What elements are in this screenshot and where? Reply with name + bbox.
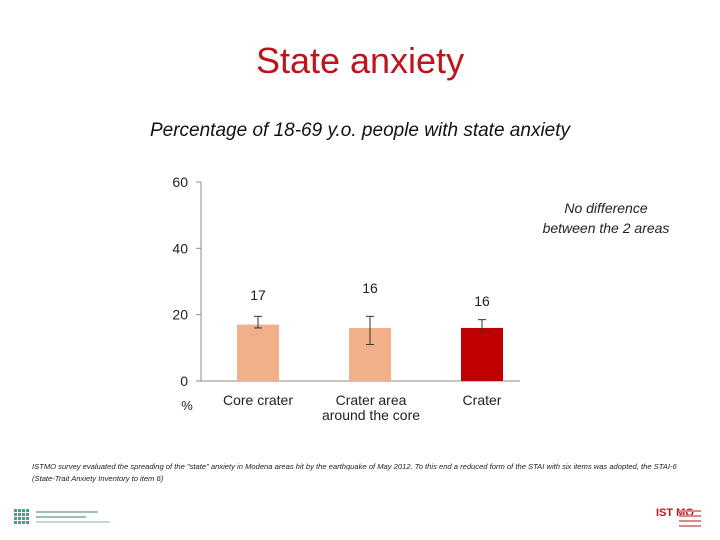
- y-tick-label: 60: [172, 174, 188, 190]
- data-label: 16: [362, 280, 378, 296]
- annotation: No difference between the 2 areas: [520, 198, 692, 239]
- chart-title: Percentage of 18-69 y.o. people with sta…: [149, 120, 571, 141]
- institution-logo-left: [14, 509, 110, 524]
- data-label: 16: [474, 293, 490, 309]
- footnote: ISTMO survey evaluated the spreading of …: [32, 462, 677, 484]
- slide-title: State anxiety: [255, 40, 465, 81]
- x-category-label: Crater: [463, 392, 502, 408]
- x-category-label: Crater area: [336, 392, 407, 408]
- x-category-label: around the core: [322, 407, 420, 423]
- istmo-logo: IST MO: [656, 508, 708, 534]
- y-tick-label: 0: [180, 373, 188, 389]
- annotation-line-1: No difference: [564, 200, 648, 216]
- y-tick-label: 20: [172, 307, 188, 323]
- annotation-line-2: between the 2 areas: [542, 220, 670, 237]
- istmo-logo-mark: IST MO: [656, 507, 694, 519]
- y-tick-label: 40: [172, 240, 188, 256]
- bar: [237, 324, 279, 381]
- y-axis-label: %: [181, 398, 193, 413]
- data-label: 17: [250, 287, 266, 303]
- x-category-label: Core crater: [223, 392, 293, 408]
- bar: [461, 327, 503, 381]
